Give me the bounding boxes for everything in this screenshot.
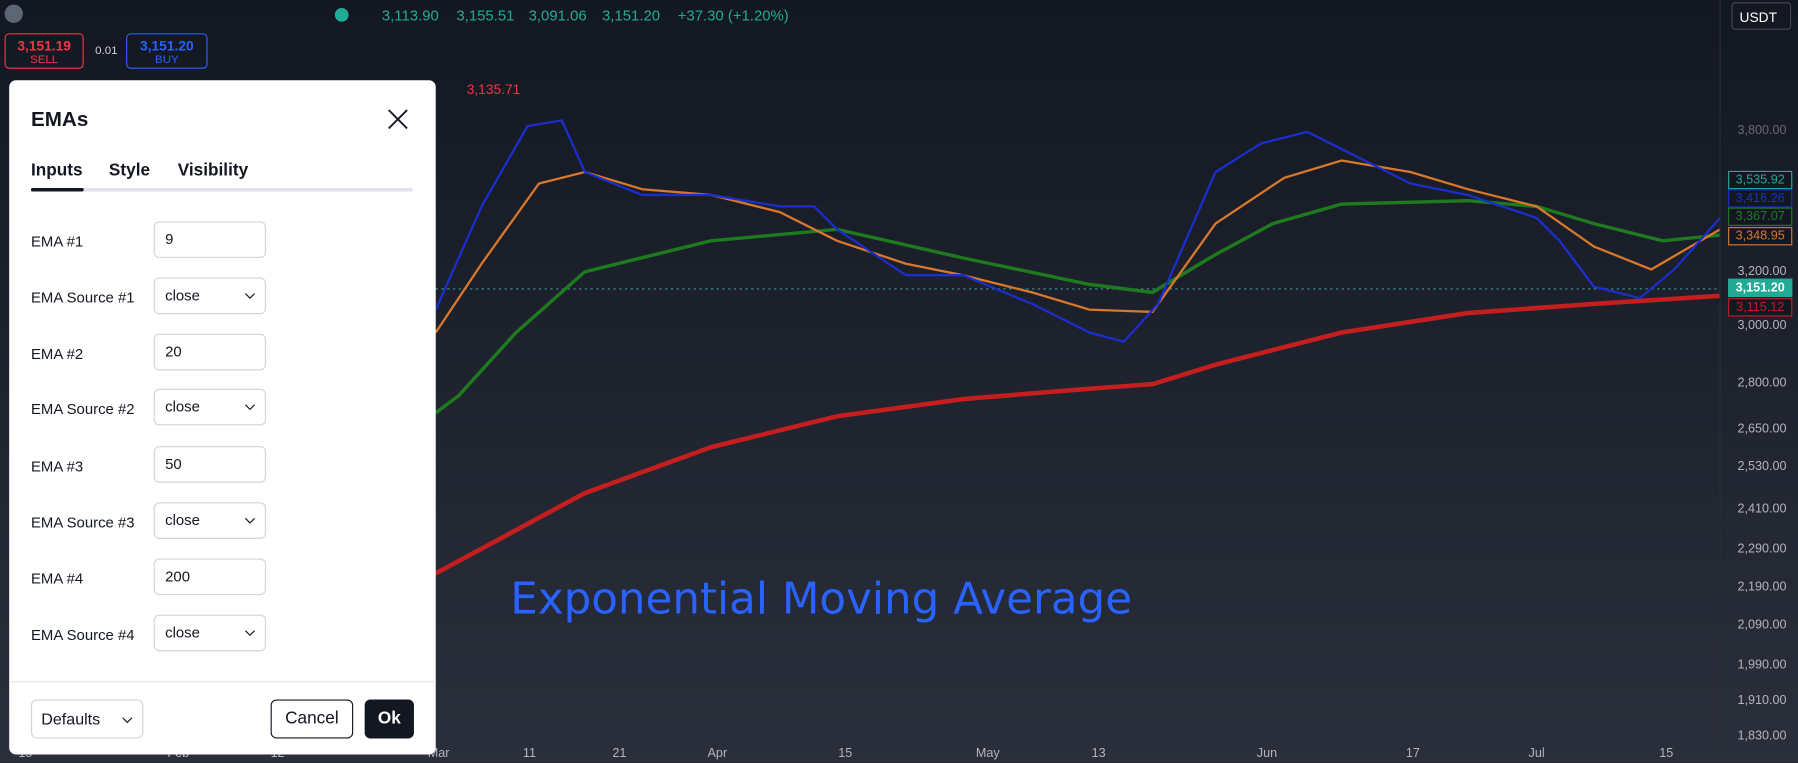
price-label: 3,200.00 <box>1737 264 1787 279</box>
field-label: EMA #3 <box>30 457 84 475</box>
price-label: 2,650.00 <box>1737 421 1787 436</box>
time-label: 11 <box>522 746 536 761</box>
source-select[interactable]: close <box>153 614 267 652</box>
change-value: +37.30 (+1.20%) <box>677 6 789 25</box>
field-value: 50 <box>165 455 182 473</box>
price-badge: 3,348.95 <box>1728 227 1793 246</box>
time-label: Apr <box>707 746 728 761</box>
chevron <box>244 630 255 637</box>
number-input[interactable]: 200 <box>153 558 267 596</box>
watermark: Exponential Moving Average <box>510 573 1133 624</box>
chevron <box>244 517 255 524</box>
ok-button[interactable]: Ok <box>364 699 414 739</box>
buy-label: BUY <box>155 53 179 67</box>
price-label: 1,990.00 <box>1737 658 1787 672</box>
field-value: 9 <box>165 230 174 248</box>
ema-dialog: EMAs Inputs Style Visibility EMA #1 9 EM… <box>9 80 436 755</box>
field-value: close <box>165 511 200 529</box>
low-value: 3,091.06 <box>528 6 587 25</box>
price-badge: 3,367.07 <box>1728 207 1793 226</box>
time-label: May <box>975 746 1000 761</box>
number-input[interactable]: 9 <box>153 221 267 259</box>
tab[interactable]: Visibility <box>177 160 249 181</box>
price-label: 3,000.00 <box>1737 318 1787 333</box>
cancel-button[interactable]: Cancel <box>270 699 354 739</box>
price-label: 1,830.00 <box>1737 729 1787 744</box>
tab[interactable]: Inputs <box>30 160 83 181</box>
field-label: EMA Source #4 <box>30 626 135 644</box>
price-badge: 3,115.12 <box>1728 298 1793 317</box>
chevron <box>122 717 133 724</box>
close-value: 3,151.20 <box>602 6 661 25</box>
time-label: 17 <box>1405 746 1420 761</box>
field-label: EMA Source #2 <box>30 400 135 418</box>
time-label: 21 <box>612 746 627 761</box>
high-value: 3,155.51 <box>456 6 515 25</box>
price-label: 1,910.00 <box>1737 693 1787 708</box>
field-value: close <box>165 623 200 642</box>
price-label: 2,800.00 <box>1737 376 1787 390</box>
legend-value: 3,135.71 <box>466 81 521 98</box>
symbol-icon[interactable] <box>4 4 23 23</box>
field-label: EMA Source #3 <box>30 513 135 531</box>
tab[interactable]: Style <box>108 160 151 181</box>
price-label: 2,090.00 <box>1737 618 1787 632</box>
price-label: 2,410.00 <box>1737 502 1787 517</box>
source-select[interactable]: close <box>153 277 267 315</box>
footer-divider <box>9 681 436 683</box>
price-label: 2,290.00 <box>1737 542 1787 557</box>
field-value: close <box>165 397 200 416</box>
chevron <box>244 293 255 299</box>
field-label: EMA Source #1 <box>30 288 135 307</box>
time-label: Jul <box>1528 746 1545 761</box>
dialog-title: EMAs <box>30 107 89 131</box>
open-value: 3,113.90 <box>381 6 439 25</box>
sell-button[interactable]: 3,151.19 SELL <box>4 33 84 69</box>
number-input[interactable]: 50 <box>153 446 267 483</box>
buy-price: 3,151.20 <box>140 37 194 54</box>
time-label: 15 <box>1659 746 1674 761</box>
price-badge: 3,535.92 <box>1728 170 1793 190</box>
sell-label: SELL <box>30 53 59 67</box>
sell-price: 3,151.19 <box>17 37 71 54</box>
tab-track <box>30 188 413 192</box>
field-value: close <box>165 286 200 304</box>
ema-9-line <box>434 119 1721 344</box>
field-value: 20 <box>165 342 182 361</box>
price-label: 3,800.00 <box>1737 123 1787 138</box>
status-dot <box>334 8 349 22</box>
field-label: EMA #1 <box>30 232 84 250</box>
price-badge: 3,151.20 <box>1728 278 1793 297</box>
ema-50-line <box>434 198 1721 415</box>
field-label: EMA #4 <box>30 569 84 588</box>
currency: USDT <box>1739 9 1778 26</box>
field-value: 200 <box>165 567 191 585</box>
currency-select[interactable]: USDT <box>1731 2 1792 30</box>
time-label: 15 <box>838 746 853 761</box>
number-input[interactable]: 20 <box>153 333 267 371</box>
tab-indicator <box>30 188 84 192</box>
ema-20-line <box>434 159 1721 334</box>
price-label: 2,190.00 <box>1737 580 1787 594</box>
spread: 0.01 <box>95 44 118 58</box>
time-label: 13 <box>1091 746 1106 761</box>
field-label: EMA #2 <box>30 345 84 363</box>
defaults-label: Defaults <box>41 709 101 729</box>
ema-200-line <box>434 293 1721 576</box>
chevron <box>244 404 255 411</box>
defaults-select[interactable]: Defaults <box>30 699 144 739</box>
source-select[interactable]: close <box>153 388 267 426</box>
close-button[interactable] <box>388 109 409 130</box>
source-select[interactable]: close <box>153 502 267 539</box>
price-badge: 3,416.26 <box>1728 189 1793 208</box>
price-label: 2,530.00 <box>1737 459 1787 474</box>
buy-button[interactable]: 3,151.20 BUY <box>126 33 208 69</box>
time-label: Jun <box>1256 746 1278 761</box>
